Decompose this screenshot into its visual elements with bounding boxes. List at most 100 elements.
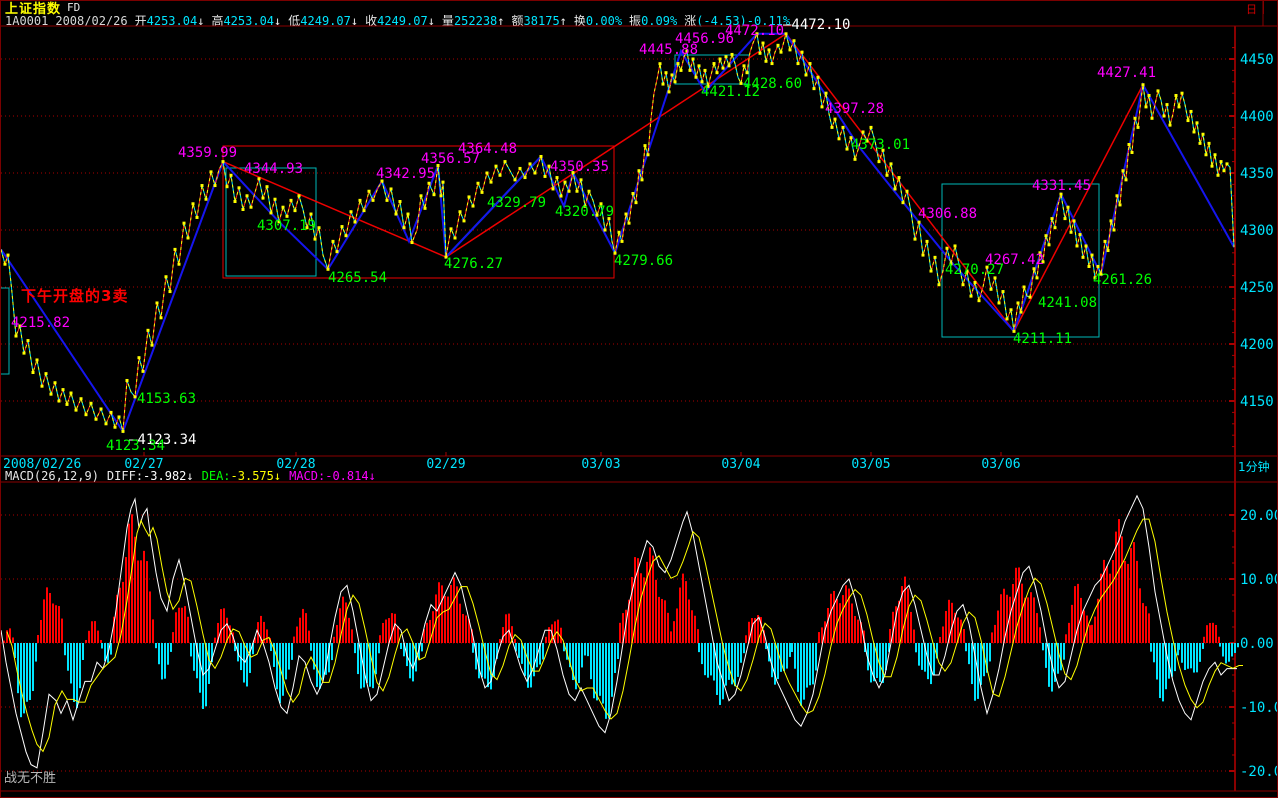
macd-histogram-bar	[260, 615, 262, 643]
pivot-marker	[1041, 260, 1045, 264]
pivot-marker	[494, 164, 498, 168]
macd-histogram-bar	[608, 643, 610, 719]
pivot-marker	[349, 210, 353, 214]
macd-histogram-bar	[791, 643, 793, 652]
pivot-marker	[989, 287, 993, 291]
macd-histogram-bar	[1065, 634, 1067, 643]
macd-histogram-bar	[783, 643, 785, 672]
macd-histogram-bar	[288, 643, 290, 670]
macd-histogram-bar	[52, 603, 54, 643]
pivot-marker	[685, 49, 689, 53]
pivot-marker	[575, 189, 579, 193]
macd-histogram-bar	[1048, 643, 1050, 687]
pivot-marker	[764, 59, 768, 63]
pivot-marker	[389, 187, 393, 191]
macd-histogram-bar	[110, 643, 112, 655]
macd-histogram-bar	[240, 643, 242, 671]
macd-histogram-bar	[566, 643, 568, 660]
price-segment	[286, 200, 292, 217]
pivot-marker	[113, 425, 117, 429]
macd-histogram-bar	[55, 605, 57, 643]
pivot-label: 4306.88	[918, 206, 977, 222]
pivot-marker	[1168, 123, 1172, 127]
macd-histogram-bar	[453, 577, 455, 643]
macd-histogram-bar	[67, 643, 69, 671]
price-axis-label: 4350.00	[1240, 166, 1278, 182]
macd-histogram-bar	[496, 643, 498, 659]
pivot-marker	[340, 225, 344, 229]
pivot-marker	[471, 204, 475, 208]
pivot-marker	[261, 196, 265, 200]
macd-histogram-bar	[740, 643, 742, 663]
macd-histogram-bar	[854, 615, 856, 643]
pivot-marker	[1219, 160, 1223, 164]
macd-histogram-bar	[502, 627, 504, 643]
macd-histogram-bar	[493, 643, 495, 677]
period-label[interactable]: 1分钟	[1238, 460, 1270, 474]
quote-field-高: 高 4253.04 ↓	[211, 13, 282, 29]
pivot-marker	[885, 173, 889, 177]
pivot-marker	[436, 164, 440, 168]
macd-histogram-bar	[1136, 560, 1138, 643]
pivot-marker	[353, 220, 357, 224]
pivot-marker	[1174, 93, 1178, 97]
pivot-marker	[173, 247, 177, 251]
pivot-marker	[444, 255, 448, 259]
macd-histogram-bar	[602, 643, 604, 704]
pivot-marker	[697, 64, 701, 68]
macd-histogram-bar	[734, 643, 736, 687]
macd-histogram-bar	[924, 643, 926, 672]
pivot-marker	[617, 230, 621, 234]
macd-histogram-bar	[397, 626, 399, 643]
pivot-marker	[362, 209, 366, 213]
macd-histogram-bar	[514, 638, 516, 643]
macd-histogram-bar	[963, 628, 965, 643]
pivot-marker	[269, 211, 273, 215]
macd-histogram-bar	[459, 603, 461, 643]
macd-axis-label: 10.00	[1240, 572, 1278, 588]
macd-histogram-bar	[234, 643, 236, 652]
pivot-marker	[191, 202, 195, 206]
macd-histogram-bar	[1218, 636, 1220, 643]
pivot-marker	[209, 170, 213, 174]
macd-histogram-bar	[910, 611, 912, 643]
price-axis-label: 4250.00	[1240, 280, 1278, 296]
macd-histogram-bar	[628, 599, 630, 643]
macd-histogram-bar	[100, 639, 102, 643]
pivot-marker	[257, 177, 261, 181]
pivot-marker	[3, 262, 7, 266]
pivot-marker	[925, 239, 929, 243]
macd-histogram-bar	[921, 643, 923, 670]
quote-field-低: 低 4249.07 ↓	[288, 13, 359, 29]
macd-histogram-bar	[6, 630, 8, 643]
price-segment	[982, 267, 988, 288]
pivot-marker	[893, 187, 897, 191]
macd-histogram-bar	[1150, 643, 1152, 652]
macd-histogram-bar	[1222, 643, 1224, 657]
pivot-label: —4472.10	[783, 17, 850, 33]
day-label: 03/03	[581, 457, 620, 472]
pivot-marker	[233, 200, 237, 203]
pivot-marker	[503, 160, 507, 164]
pivot-marker	[889, 162, 893, 166]
pivot-marker	[637, 169, 641, 173]
pivot-label: 4344.93	[244, 161, 303, 177]
macd-histogram-bar	[569, 643, 571, 668]
macd-histogram-bar	[441, 585, 443, 643]
macd-histogram-bar	[319, 643, 321, 689]
macd-histogram-bar	[1228, 643, 1230, 662]
macd-histogram-bar	[833, 590, 835, 643]
macd-histogram-bar	[800, 643, 802, 706]
macd-histogram-bar	[70, 643, 72, 684]
pivot-marker	[453, 236, 457, 240]
pivot-label: 4428.60	[743, 76, 802, 92]
pivot-label: 4267.42	[985, 252, 1044, 268]
macd-histogram-bar	[331, 643, 333, 661]
pivot-marker	[1213, 153, 1217, 157]
macd-histogram-bar	[643, 577, 645, 643]
macd-histogram-bar	[394, 613, 396, 643]
pivot-marker	[587, 189, 591, 193]
pivot-marker	[121, 429, 125, 433]
pivot-marker	[1192, 130, 1196, 134]
